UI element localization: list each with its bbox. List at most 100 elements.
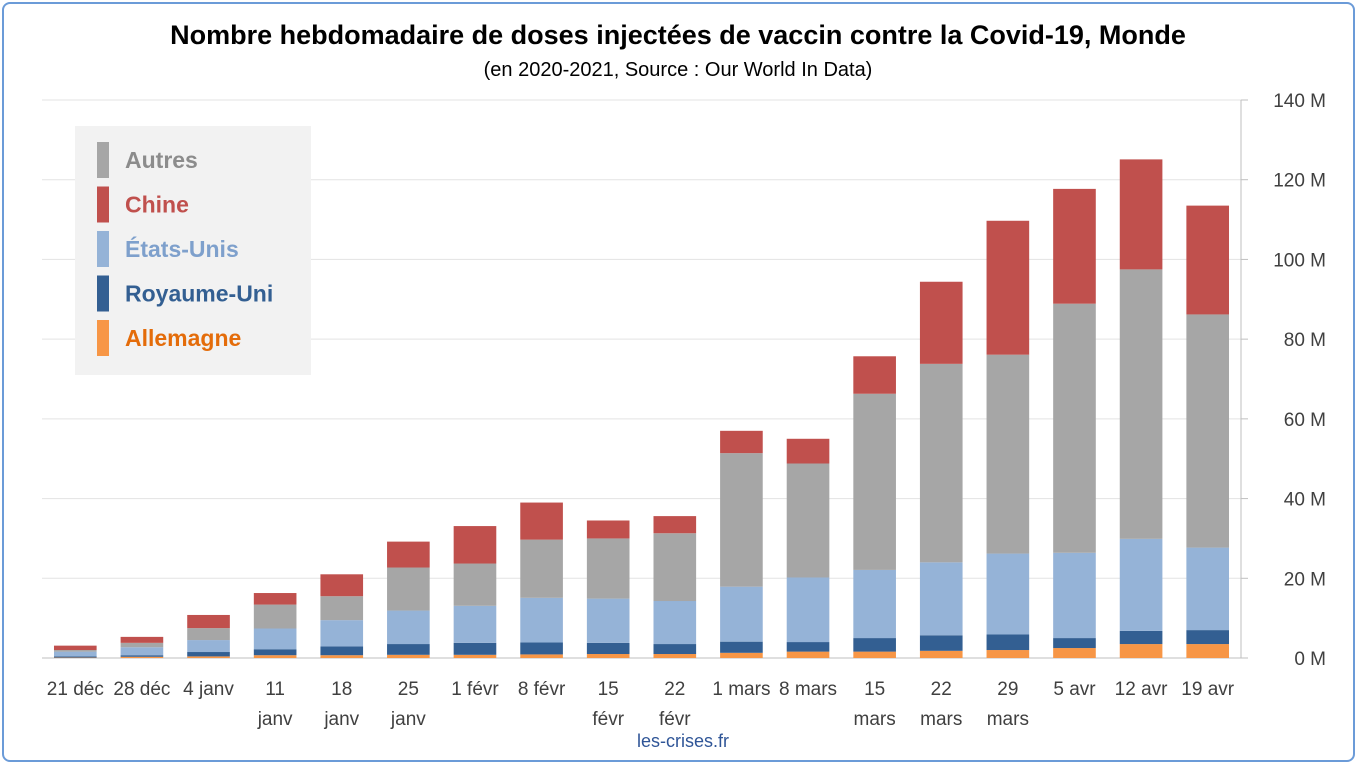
- bar-autres: [653, 533, 697, 602]
- legend-label-autres: Autres: [125, 147, 198, 173]
- bar-royaume-uni: [1119, 630, 1163, 645]
- bar-etats-unis: [1053, 552, 1096, 639]
- bar-autres: [253, 604, 297, 629]
- bar-etats-unis: [453, 605, 497, 643]
- bar-etats-unis: [387, 610, 430, 645]
- x-tick-label: 25 janv: [390, 679, 426, 730]
- bar-royaume-uni: [786, 642, 830, 652]
- bar-royaume-uni: [853, 638, 896, 652]
- bar-chine: [653, 516, 697, 534]
- bar-autres: [853, 393, 896, 570]
- legend-label-royaume-uni: Royaume-Uni: [125, 281, 273, 307]
- x-tick-label: 5 avr: [1053, 679, 1096, 700]
- x-tick-label: 22 févr: [659, 679, 691, 730]
- bar-chine: [1186, 205, 1230, 315]
- bar-autres: [453, 563, 497, 606]
- bar-chine: [586, 520, 630, 539]
- bar-autres: [586, 538, 630, 599]
- bar-allemagne: [720, 652, 763, 658]
- bar-allemagne: [853, 651, 896, 658]
- x-tick-label: 8 févr: [518, 679, 566, 700]
- bar-autres: [786, 463, 830, 578]
- bar-chine: [986, 220, 1030, 355]
- bar-royaume-uni: [586, 642, 630, 655]
- bar-chine: [253, 593, 297, 605]
- bar-allemagne: [586, 654, 630, 658]
- bar-etats-unis: [53, 651, 97, 657]
- bar-chine: [1053, 188, 1096, 304]
- bar-autres: [1119, 269, 1163, 539]
- bar-allemagne: [187, 656, 230, 658]
- x-tick-label: 8 mars: [779, 679, 837, 700]
- bar-chine: [520, 502, 563, 540]
- bar-autres: [120, 642, 164, 648]
- bar-autres: [520, 539, 563, 598]
- legend-swatch-autres: [97, 142, 109, 178]
- bar-chine: [453, 526, 497, 564]
- bar-royaume-uni: [453, 642, 497, 655]
- bar-chine: [720, 430, 763, 454]
- bar-allemagne: [320, 655, 364, 658]
- bar-autres: [720, 453, 763, 587]
- bar-royaume-uni: [187, 652, 230, 657]
- bar-etats-unis: [786, 577, 830, 643]
- bar-chine: [387, 541, 430, 568]
- bar-autres: [1186, 314, 1230, 548]
- source-label: les-crises.fr: [637, 731, 729, 751]
- legend-label-chine: Chine: [125, 192, 189, 218]
- bar-royaume-uni: [320, 646, 364, 656]
- bar-chine: [320, 574, 364, 597]
- x-tick-label: 11 janv: [257, 679, 293, 730]
- y-tick-label: 60 M: [1284, 410, 1326, 431]
- bars: [53, 159, 1230, 658]
- y-tick-label: 100 M: [1273, 250, 1326, 271]
- bar-etats-unis: [720, 586, 763, 642]
- bar-royaume-uni: [986, 634, 1030, 651]
- y-axis: 0 M 20 M 40 M 60 M 80 M 100 M 120 M 140 M: [1240, 91, 1326, 670]
- bar-allemagne: [253, 655, 297, 658]
- bar-allemagne: [986, 650, 1030, 658]
- x-tick-label: 22 mars: [920, 679, 962, 730]
- x-tick-label: 1 mars: [712, 679, 770, 700]
- bar-chine: [919, 281, 963, 364]
- bar-chine: [53, 645, 97, 651]
- x-tick-label: 1 févr: [451, 679, 499, 700]
- x-tick-label: 4 janv: [183, 679, 234, 700]
- bar-royaume-uni: [53, 656, 97, 658]
- bar-allemagne: [1186, 644, 1230, 658]
- bar-royaume-uni: [253, 649, 297, 656]
- x-tick-label: 18 janv: [323, 679, 359, 730]
- bar-royaume-uni: [520, 642, 563, 655]
- x-axis: 21 déc 28 déc 4 janv 11 janv 18 janv 25 janv 1 fé…: [47, 679, 1235, 730]
- y-tick-label: 20 M: [1284, 569, 1326, 590]
- chart-subtitle: (en 2020-2021, Source : Our World In Dat…: [484, 59, 873, 81]
- bar-autres: [320, 596, 364, 621]
- bar-chine: [853, 356, 896, 394]
- bar-etats-unis: [1119, 538, 1163, 631]
- bar-etats-unis: [586, 598, 630, 643]
- bar-allemagne: [919, 650, 963, 658]
- y-tick-label: 40 M: [1284, 490, 1326, 511]
- bar-etats-unis: [919, 562, 963, 636]
- bar-chine: [120, 636, 164, 643]
- x-tick-label: 12 avr: [1115, 679, 1168, 700]
- bar-etats-unis: [320, 620, 364, 647]
- bar-allemagne: [120, 656, 164, 658]
- bar-etats-unis: [120, 647, 164, 656]
- bar-royaume-uni: [387, 644, 430, 655]
- x-tick-label: 15 mars: [854, 679, 896, 730]
- legend-swatch-allemagne: [97, 320, 109, 356]
- x-tick-label: 29 mars: [987, 679, 1029, 730]
- bar-etats-unis: [1186, 547, 1230, 631]
- y-tick-label: 80 M: [1284, 330, 1326, 351]
- legend: Autres Chine États-Unis Royaume-Uni Allemagn…: [75, 126, 311, 375]
- bar-royaume-uni: [1053, 638, 1096, 649]
- bar-chine: [187, 614, 230, 629]
- x-tick-label: 28 déc: [113, 679, 170, 700]
- bar-royaume-uni: [919, 635, 963, 651]
- bar-etats-unis: [986, 553, 1030, 635]
- legend-swatch-royaume-uni: [97, 275, 109, 312]
- x-tick-label: 21 déc: [47, 679, 104, 700]
- bar-royaume-uni: [720, 641, 763, 653]
